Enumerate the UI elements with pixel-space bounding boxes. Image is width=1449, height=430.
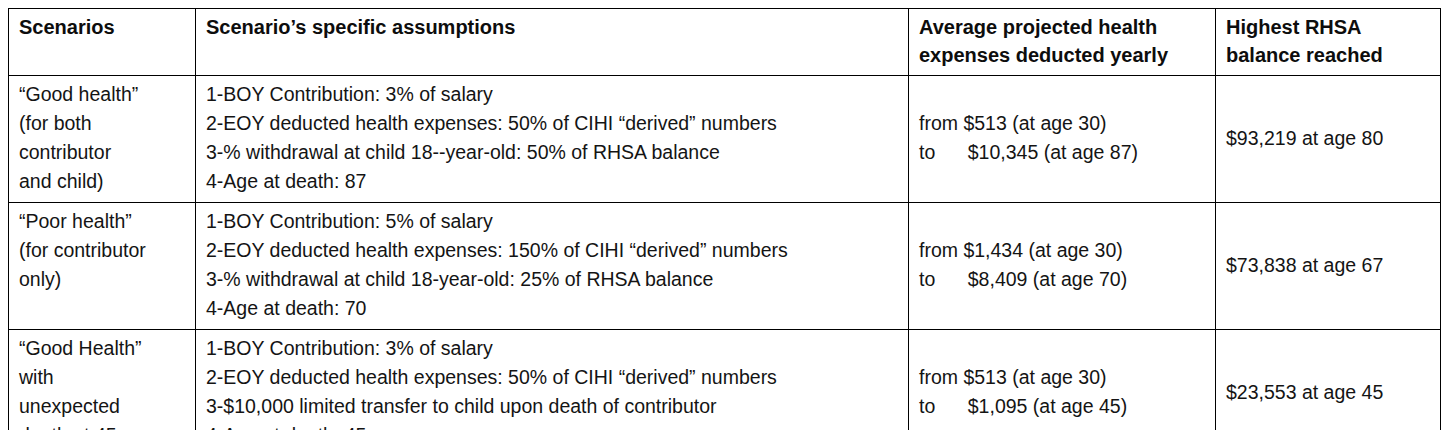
expenses-from-line: from $513 (at age 30) xyxy=(919,109,1205,138)
scenario-cell: “Good Health” with unexpected death at 4… xyxy=(9,330,196,430)
assumption-line: 1-BOY Contribution: 3% of salary xyxy=(206,334,898,363)
balance-value: $23,553 at age 45 xyxy=(1226,378,1430,407)
scenario-line: “Good health” xyxy=(19,80,185,109)
header-assumptions: Scenario’s specific assumptions xyxy=(196,9,909,76)
scenario-line: (for contributor xyxy=(19,236,185,265)
scenario-line: unexpected xyxy=(19,392,185,421)
header-balance-line-2: balance reached xyxy=(1226,41,1430,69)
header-scenarios-label: Scenarios xyxy=(19,13,185,41)
expenses-cell: from $513 (at age 30) to $1,095 (at age … xyxy=(909,330,1216,430)
assumptions-cell: 1-BOY Contribution: 5% of salary 2-EOY d… xyxy=(196,203,909,330)
header-expenses-line-1: Average projected health xyxy=(919,13,1205,41)
header-balance: Highest RHSA balance reached xyxy=(1216,9,1441,76)
expenses-to-line: to $10,345 (at age 87) xyxy=(919,138,1205,167)
scenario-line: with xyxy=(19,363,185,392)
expenses-cell: from $1,434 (at age 30) to $8,409 (at ag… xyxy=(909,203,1216,330)
balance-cell: $73,838 at age 67 xyxy=(1216,203,1441,330)
balance-value: $93,219 at age 80 xyxy=(1226,124,1430,153)
expenses-to-line: to $8,409 (at age 70) xyxy=(919,265,1205,294)
header-assumptions-label: Scenario’s specific assumptions xyxy=(206,13,898,41)
balance-cell: $93,219 at age 80 xyxy=(1216,76,1441,203)
assumption-line: 3-% withdrawal at child 18--year-old: 50… xyxy=(206,138,898,167)
assumption-line: 3-% withdrawal at child 18-year-old: 25%… xyxy=(206,265,898,294)
assumptions-cell: 1-BOY Contribution: 3% of salary 2-EOY d… xyxy=(196,76,909,203)
header-balance-line-1: Highest RHSA xyxy=(1226,13,1430,41)
scenario-line: death at 45 xyxy=(19,421,185,430)
assumption-line: 4-Age at death: 87 xyxy=(206,167,898,196)
scenario-line: “Poor health” xyxy=(19,207,185,236)
header-expenses-line-2: expenses deducted yearly xyxy=(919,41,1205,69)
header-expenses: Average projected health expenses deduct… xyxy=(909,9,1216,76)
assumption-line: 1-BOY Contribution: 5% of salary xyxy=(206,207,898,236)
table-row-unexpected-death: “Good Health” with unexpected death at 4… xyxy=(9,330,1441,430)
scenario-line: only) xyxy=(19,265,185,294)
assumptions-cell: 1-BOY Contribution: 3% of salary 2-EOY d… xyxy=(196,330,909,430)
table-header-row: Scenarios Scenario’s specific assumption… xyxy=(9,9,1441,76)
expenses-from-line: from $1,434 (at age 30) xyxy=(919,236,1205,265)
balance-cell: $23,553 at age 45 xyxy=(1216,330,1441,430)
table-row-poor-health: “Poor health” (for contributor only) 1-B… xyxy=(9,203,1441,330)
scenario-line: contributor xyxy=(19,138,185,167)
assumption-line: 4-Age at death: 45 xyxy=(206,421,898,430)
assumption-line: 2-EOY deducted health expenses: 50% of C… xyxy=(206,109,898,138)
assumption-line: 3-$10,000 limited transfer to child upon… xyxy=(206,392,898,421)
scenario-line: (for both xyxy=(19,109,185,138)
page: Scenarios Scenario’s specific assumption… xyxy=(0,0,1449,430)
table-row-good-health: “Good health” (for both contributor and … xyxy=(9,76,1441,203)
scenario-line: and child) xyxy=(19,167,185,196)
assumption-line: 2-EOY deducted health expenses: 50% of C… xyxy=(206,363,898,392)
expenses-to-line: to $1,095 (at age 45) xyxy=(919,392,1205,421)
header-scenarios: Scenarios xyxy=(9,9,196,76)
expenses-cell: from $513 (at age 30) to $10,345 (at age… xyxy=(909,76,1216,203)
assumption-line: 1-BOY Contribution: 3% of salary xyxy=(206,80,898,109)
scenario-cell: “Good health” (for both contributor and … xyxy=(9,76,196,203)
scenario-cell: “Poor health” (for contributor only) xyxy=(9,203,196,330)
scenario-line: “Good Health” xyxy=(19,334,185,363)
expenses-from-line: from $513 (at age 30) xyxy=(919,363,1205,392)
assumption-line: 4-Age at death: 70 xyxy=(206,294,898,323)
assumption-line: 2-EOY deducted health expenses: 150% of … xyxy=(206,236,898,265)
rhsa-scenarios-table: Scenarios Scenario’s specific assumption… xyxy=(8,8,1441,430)
balance-value: $73,838 at age 67 xyxy=(1226,251,1430,280)
